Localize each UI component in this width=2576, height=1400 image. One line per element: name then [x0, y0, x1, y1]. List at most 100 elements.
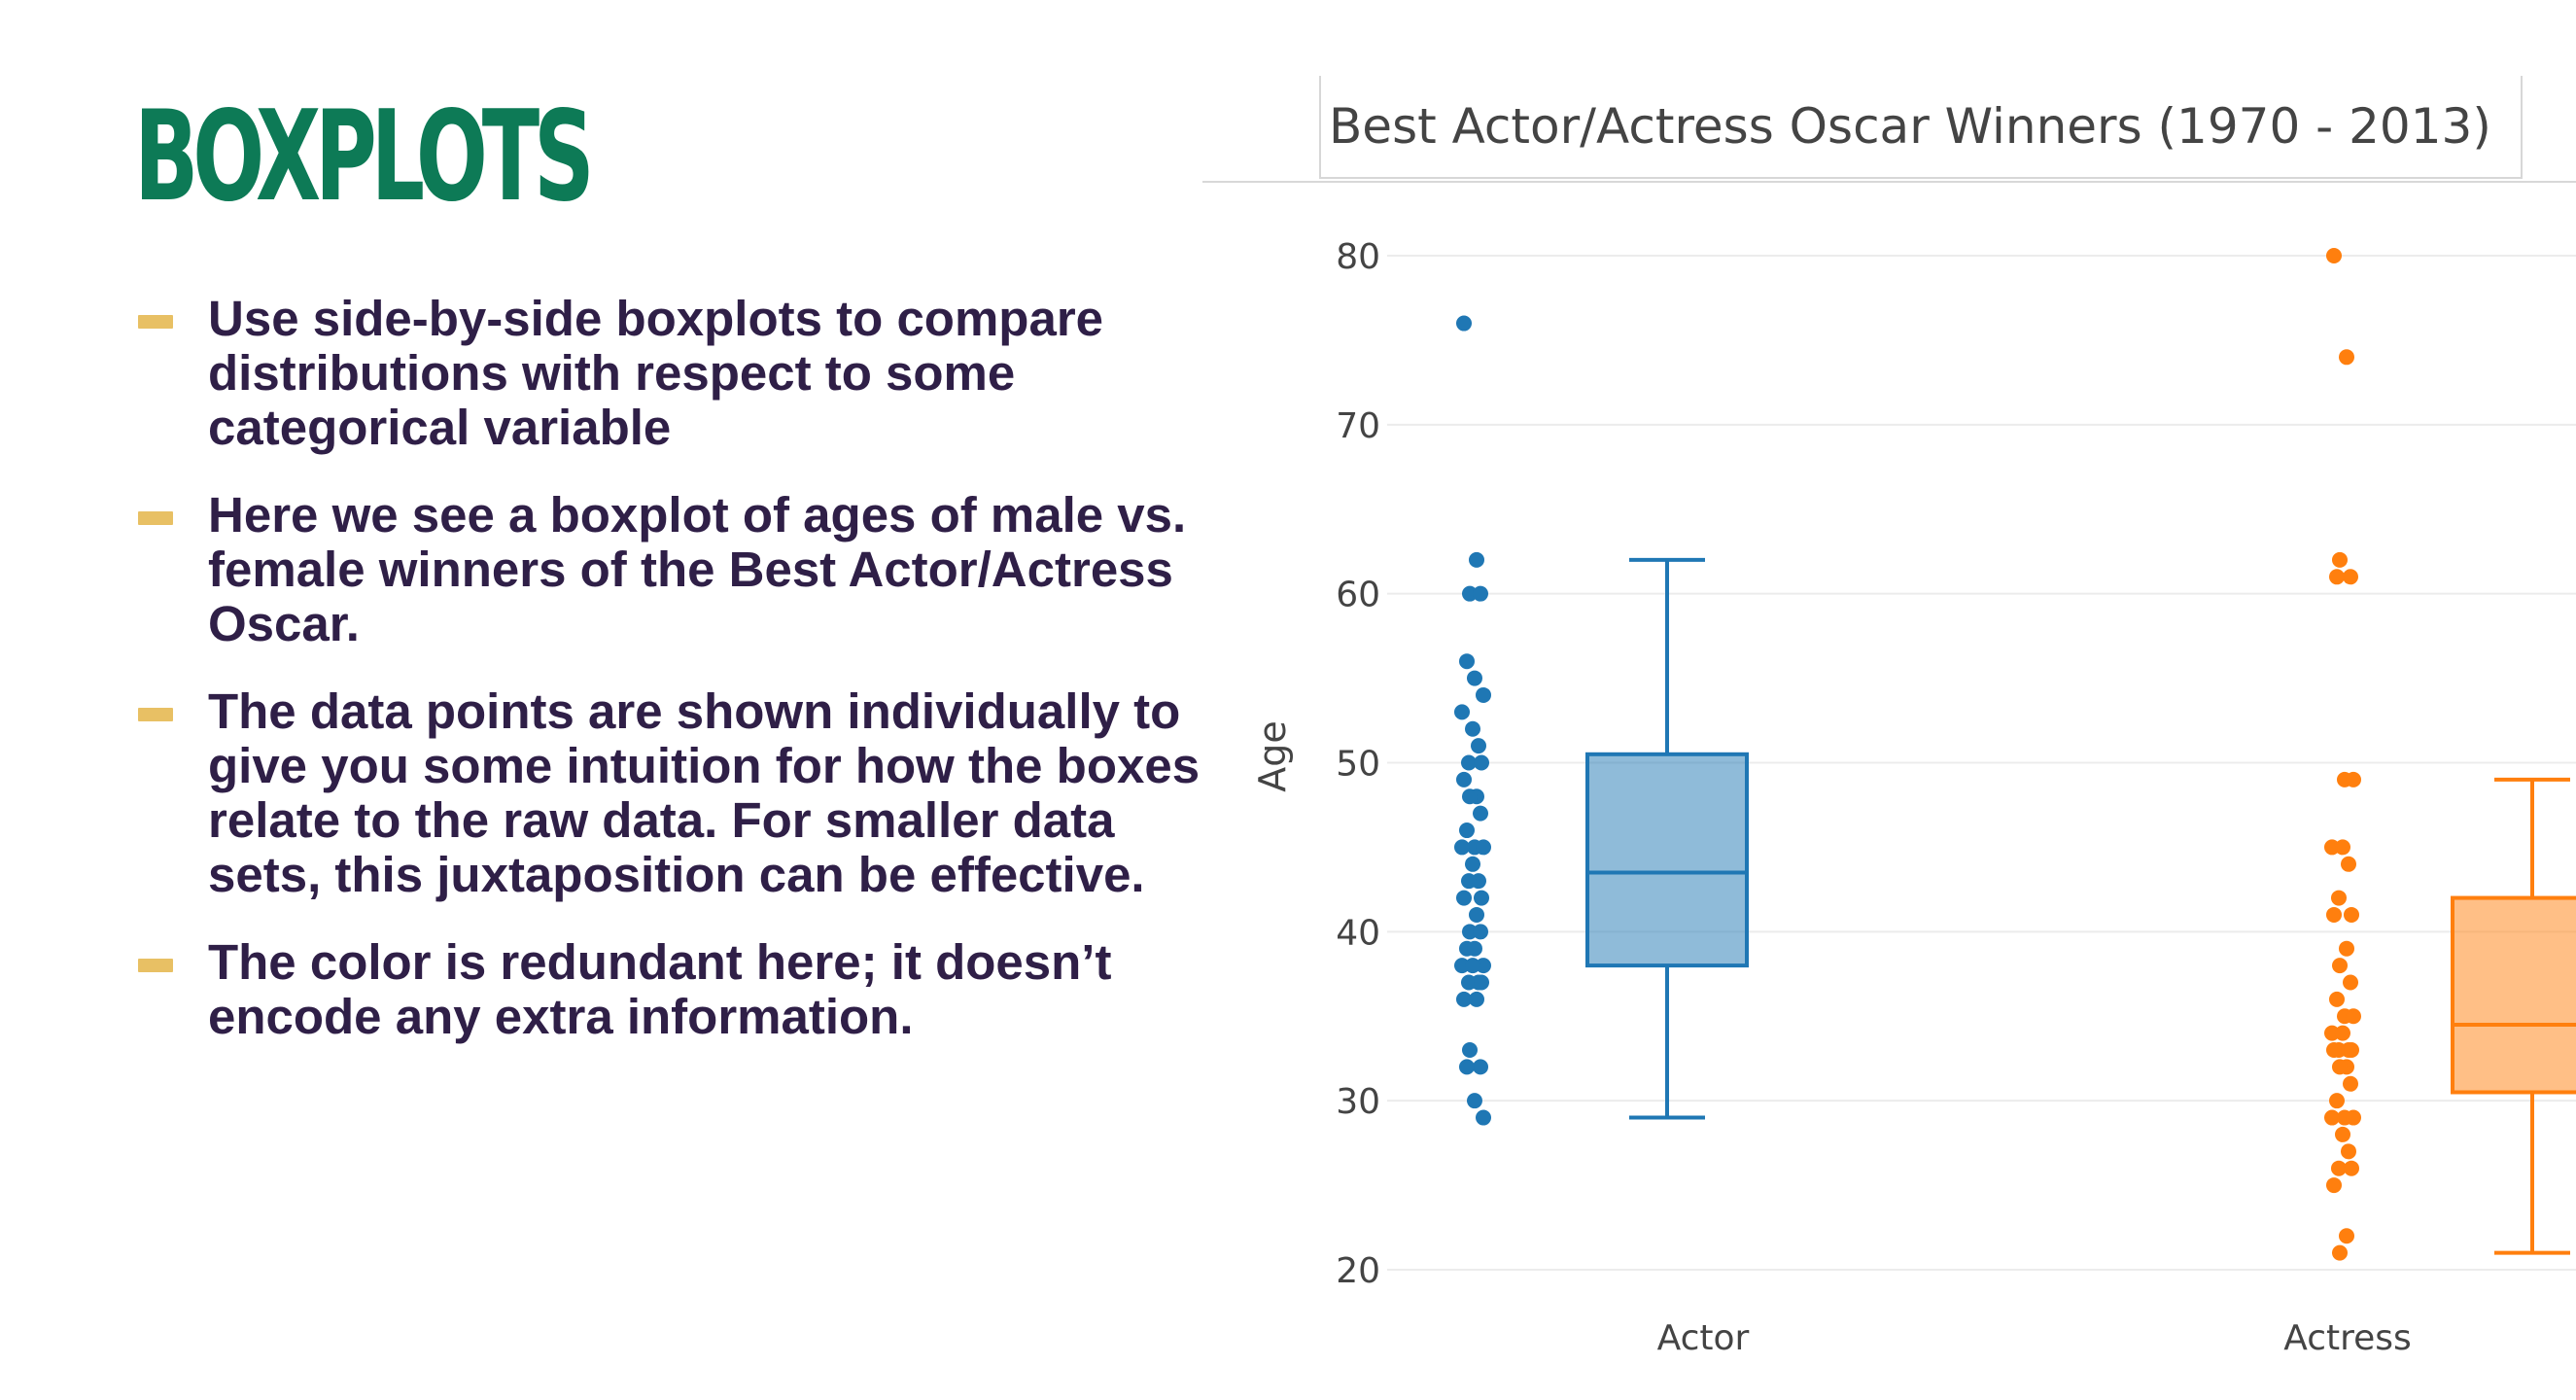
data-point — [2341, 856, 2356, 872]
data-point — [1456, 771, 1472, 788]
data-point — [2329, 569, 2345, 585]
data-point — [1465, 856, 1480, 872]
y-tick-label: 30 — [1336, 1082, 1380, 1122]
data-point — [1456, 890, 1472, 906]
data-point — [1462, 788, 1478, 805]
x-tick-label: Actor — [1657, 1318, 1750, 1358]
box-iqr — [2451, 895, 2576, 1095]
data-point — [2326, 1042, 2342, 1059]
bullet-text: The color is redundant here; it doesn’t … — [208, 934, 1112, 1044]
chart-container: 20 30 40 50 60 70 80 Actor Actress Age Best Act… — [1202, 0, 2576, 1400]
data-point — [1462, 1042, 1478, 1059]
data-point — [2324, 1109, 2340, 1126]
data-point — [2331, 1160, 2347, 1176]
boxplot-chart: 20 30 40 50 60 70 80 Actor Actress Age — [1251, 237, 2576, 1358]
slide-title: BOXPLOTS — [134, 85, 595, 229]
data-point — [1474, 754, 1489, 771]
chart-title-box: Best Actor/Actress Oscar Winners (1970 -… — [1319, 76, 2523, 179]
data-point — [1467, 940, 1482, 957]
data-point — [2332, 958, 2348, 974]
data-point — [2335, 1126, 2350, 1142]
data-point — [1471, 738, 1486, 754]
data-point — [2326, 906, 2342, 923]
data-point — [1473, 924, 1488, 940]
data-point — [2331, 890, 2347, 906]
data-point — [1456, 315, 1472, 332]
data-point — [1469, 906, 1484, 923]
bullet-dash-icon — [138, 708, 173, 721]
y-tick-label: 50 — [1336, 745, 1380, 785]
y-axis-ticks: 20 30 40 50 60 70 80 — [1336, 237, 1380, 1291]
bullet-item: Use side-by-side boxplots to compare dis… — [134, 292, 1203, 455]
data-point — [1476, 839, 1491, 856]
data-point — [2343, 1075, 2358, 1092]
data-point — [1459, 653, 1475, 670]
data-point — [1461, 974, 1477, 991]
y-tick-label: 20 — [1336, 1251, 1380, 1291]
y-tick-label: 70 — [1336, 406, 1380, 446]
data-point — [2341, 1143, 2356, 1160]
data-point — [2339, 940, 2354, 957]
data-point — [1467, 670, 1482, 686]
data-point — [1461, 873, 1477, 890]
data-point — [1476, 1109, 1491, 1126]
data-point — [1459, 1059, 1475, 1075]
x-axis-ticks: Actor Actress — [1657, 1318, 2412, 1358]
data-points — [1454, 248, 2361, 1261]
chart-title: Best Actor/Actress Oscar Winners (1970 -… — [1329, 98, 2491, 155]
data-point — [2346, 771, 2361, 788]
data-point — [1465, 720, 1480, 737]
title-divider — [1202, 181, 2576, 183]
data-point — [1467, 1093, 1482, 1109]
y-tick-label: 60 — [1336, 576, 1380, 615]
data-point — [1476, 686, 1491, 703]
data-point — [2324, 839, 2340, 856]
bullet-item: The color is redundant here; it doesn’t … — [134, 935, 1203, 1044]
data-point — [2344, 906, 2359, 923]
data-point — [2324, 1025, 2340, 1041]
data-point — [2339, 349, 2354, 366]
data-point — [1474, 890, 1489, 906]
data-point — [1459, 822, 1475, 839]
data-point — [2326, 248, 2342, 263]
y-axis-label: Age — [1251, 720, 1294, 792]
data-point — [1456, 991, 1472, 1007]
data-point — [1469, 991, 1484, 1007]
data-point — [1462, 585, 1478, 602]
data-point — [2335, 1025, 2350, 1041]
box-iqr — [1585, 752, 1749, 968]
bullet-dash-icon — [138, 315, 173, 329]
data-point — [2344, 1160, 2359, 1176]
data-point — [1462, 924, 1478, 940]
data-point — [1473, 805, 1488, 822]
y-tick-label: 80 — [1336, 237, 1380, 277]
bullet-dash-icon — [138, 511, 173, 525]
data-point — [2329, 1093, 2345, 1109]
data-point — [2332, 551, 2348, 568]
bullet-item: The data points are shown individually t… — [134, 684, 1203, 902]
data-point — [2335, 839, 2350, 856]
bullet-text: Here we see a boxplot of ages of male vs… — [208, 487, 1187, 651]
bullet-text: The data points are shown individually t… — [208, 683, 1201, 902]
data-point — [1454, 704, 1470, 720]
data-point — [2332, 1059, 2348, 1075]
data-point — [2343, 974, 2358, 991]
data-point — [2346, 1008, 2361, 1025]
boxes — [1585, 557, 2576, 1255]
gridlines — [1387, 255, 2576, 1271]
data-point — [1454, 839, 1470, 856]
bullet-item: Here we see a boxplot of ages of male vs… — [134, 488, 1203, 651]
data-point — [2326, 1177, 2342, 1194]
data-point — [1473, 1059, 1488, 1075]
data-point — [1469, 551, 1484, 568]
x-tick-label: Actress — [2283, 1318, 2412, 1358]
bullet-text: Use side-by-side boxplots to compare dis… — [208, 291, 1104, 455]
data-point — [2339, 1228, 2354, 1244]
bullet-list: Use side-by-side boxplots to compare dis… — [134, 292, 1203, 1077]
bullet-dash-icon — [138, 959, 173, 972]
y-tick-label: 40 — [1336, 913, 1380, 953]
data-point — [1474, 974, 1489, 991]
data-point — [1461, 754, 1477, 771]
data-point — [1465, 958, 1480, 974]
data-point — [2346, 1109, 2361, 1126]
